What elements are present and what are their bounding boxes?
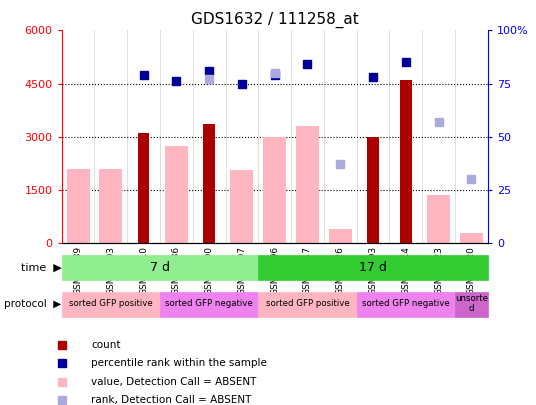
Text: sorted GFP negative: sorted GFP negative	[165, 299, 253, 308]
Bar	[427, 195, 450, 243]
Bar	[400, 80, 412, 243]
Bar	[66, 168, 90, 243]
Bar	[258, 292, 356, 317]
Text: sorted GFP negative: sorted GFP negative	[362, 299, 450, 308]
Bar	[165, 145, 188, 243]
Bar	[356, 292, 455, 317]
Text: rank, Detection Call = ABSENT: rank, Detection Call = ABSENT	[91, 395, 251, 405]
Text: 17 d: 17 d	[359, 261, 387, 274]
Bar	[367, 137, 379, 243]
Bar	[230, 171, 254, 243]
Text: 7 d: 7 d	[150, 261, 170, 274]
Title: GDS1632 / 111258_at: GDS1632 / 111258_at	[191, 11, 359, 28]
Text: sorted GFP positive: sorted GFP positive	[69, 299, 153, 308]
Bar	[460, 233, 483, 243]
Text: value, Detection Call = ABSENT: value, Detection Call = ABSENT	[91, 377, 257, 387]
Bar	[203, 124, 215, 243]
Text: count: count	[91, 340, 121, 350]
Bar	[62, 255, 258, 280]
Bar	[99, 168, 122, 243]
Bar	[296, 126, 319, 243]
Text: protocol  ▶: protocol ▶	[4, 298, 62, 309]
Bar	[160, 292, 258, 317]
Bar	[62, 292, 160, 317]
Text: time  ▶: time ▶	[21, 262, 62, 272]
Bar	[138, 133, 150, 243]
Bar	[258, 255, 488, 280]
Bar	[329, 229, 352, 243]
Bar	[455, 292, 488, 317]
Text: percentile rank within the sample: percentile rank within the sample	[91, 358, 267, 369]
Text: unsorte
d: unsorte d	[455, 294, 488, 313]
Text: sorted GFP positive: sorted GFP positive	[266, 299, 349, 308]
Bar	[263, 137, 286, 243]
